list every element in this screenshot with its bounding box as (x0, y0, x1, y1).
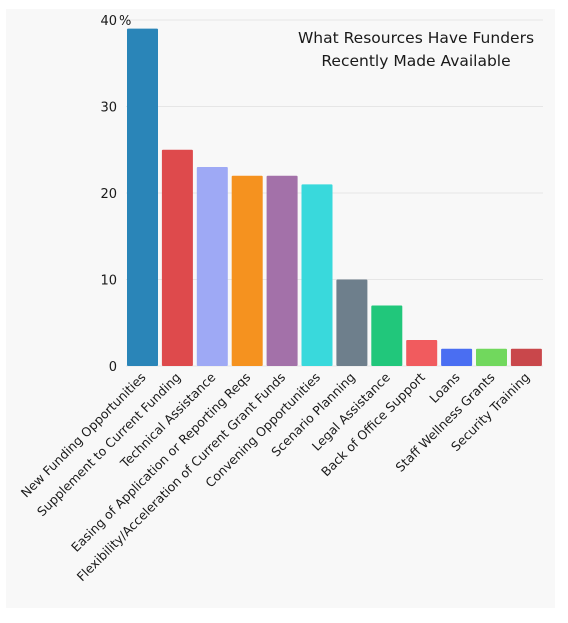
bar-chart: 0 10 20 30 40% New Funding OpportunitiesSupp… (18, 14, 543, 584)
grid-lines (126, 19, 543, 367)
bar (301, 184, 333, 366)
y-unit-label: % (119, 14, 131, 29)
bar (441, 348, 473, 366)
y-tick-label: 40 (100, 14, 117, 29)
bar (127, 28, 158, 367)
bar (371, 305, 403, 366)
chart-title-line-1: What Resources Have Funders (298, 29, 534, 47)
y-axis-ticks: 0 10 20 30 40% (100, 14, 131, 375)
bar (266, 175, 298, 366)
bar (336, 279, 368, 366)
x-category-label: New Funding Opportunities (18, 370, 149, 501)
bar (231, 175, 263, 366)
y-tick-label: 10 (100, 274, 117, 289)
bar (476, 348, 507, 366)
chart-title-line-2: Recently Made Available (321, 52, 510, 70)
y-tick-label: 0 (109, 360, 117, 375)
bar (510, 348, 542, 366)
bar (196, 167, 228, 366)
chart-canvas: 0 10 20 30 40% New Funding Opportunities Supp… (6, 9, 555, 608)
bar (161, 149, 193, 366)
bars (127, 28, 542, 367)
y-tick-label: 20 (100, 187, 117, 202)
bar (406, 340, 438, 366)
y-tick-label: 30 (100, 101, 117, 116)
